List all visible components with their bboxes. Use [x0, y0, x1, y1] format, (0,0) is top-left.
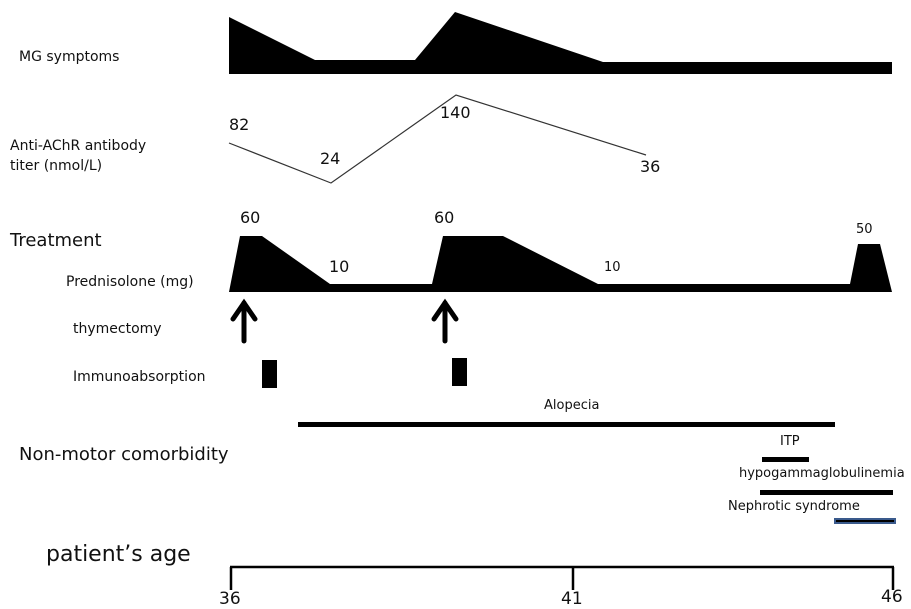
mg-symptoms-label: MG symptoms: [19, 49, 120, 65]
thymectomy-label: thymectomy: [73, 321, 162, 337]
alopecia-bar: [298, 422, 835, 427]
antibody-label-line1: Anti-AChR antibody: [10, 138, 147, 154]
hypogammaglobulinemia-label: hypogammaglobulinemia: [739, 466, 905, 481]
thymectomy-arrow-1: [230, 298, 258, 344]
itp-bar: [762, 457, 809, 462]
titer-value-1: 82: [229, 115, 250, 134]
dose-value-2: 10: [329, 257, 350, 276]
immunoabsorption-label: Immunoabsorption: [73, 369, 206, 385]
dose-value-5: 50: [856, 222, 873, 237]
dose-value-3: 60: [434, 208, 455, 227]
age-tick-46: 46: [881, 587, 903, 607]
age-axis: [229, 565, 895, 590]
treatment-label: Treatment: [10, 230, 102, 251]
nephrotic-syndrome-label: Nephrotic syndrome: [728, 499, 860, 514]
age-tick-36: 36: [219, 589, 241, 609]
dose-value-1: 60: [240, 208, 261, 227]
age-tick-41: 41: [561, 589, 583, 609]
comorbidity-label: Non-motor comorbidity: [19, 444, 229, 465]
age-label: patient’s age: [46, 542, 191, 567]
antibody-titer-line: [228, 94, 647, 184]
titer-value-2: 24: [320, 149, 341, 168]
itp-label: ITP: [780, 434, 800, 449]
dose-value-4: 10: [604, 260, 621, 275]
immunoabsorption-block-2: [452, 358, 467, 386]
prednisolone-label: Prednisolone (mg): [66, 274, 194, 290]
immunoabsorption-block-1: [262, 360, 277, 388]
antibody-label-line2: titer (nmol/L): [10, 158, 103, 174]
titer-value-4: 36: [640, 157, 661, 176]
hypogammaglobulinemia-bar: [760, 490, 893, 495]
mg-symptoms-profile: [229, 12, 892, 74]
prednisolone-profile: [229, 236, 892, 292]
alopecia-label: Alopecia: [544, 398, 600, 413]
thymectomy-arrow-2: [431, 298, 459, 344]
titer-value-3: 140: [440, 103, 471, 122]
